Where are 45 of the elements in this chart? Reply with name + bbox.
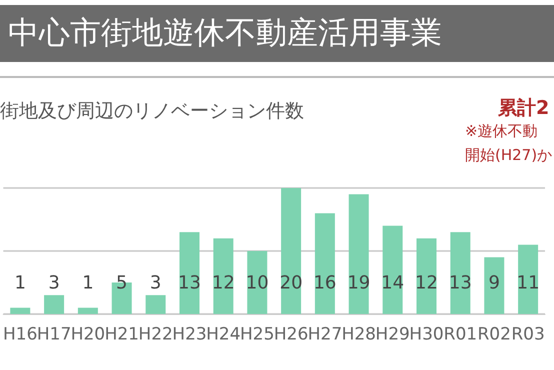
x-tick-label: R01 (444, 324, 478, 344)
chart-title: 中心市街地遊休不動産活用事業 (0, 5, 554, 62)
x-tick-label: H29 (375, 324, 410, 344)
text: ※遊休不動 (465, 122, 538, 141)
data-label: 12 (212, 272, 235, 294)
data-label: 3 (48, 272, 60, 294)
bar (348, 194, 369, 314)
x-tick-label: H17 (36, 324, 72, 344)
x-tick-label: H16 (2, 324, 38, 344)
data-label: 19 (347, 272, 370, 294)
x-tick-label: H27 (308, 324, 342, 344)
x-tick-label: H23 (172, 324, 207, 344)
bar (179, 232, 200, 314)
data-label: 9 (488, 272, 500, 294)
data-label: 1 (82, 272, 94, 294)
x-tick-label: H25 (240, 324, 274, 344)
bar (78, 308, 98, 314)
data-label: 12 (415, 272, 438, 294)
data-label: 1 (14, 272, 26, 294)
data-label: 13 (448, 272, 472, 294)
x-tick-label: H26 (274, 324, 308, 344)
bar (484, 257, 504, 314)
bar (247, 251, 268, 314)
x-tick-label: H30 (409, 324, 444, 344)
x-tick-label: H21 (104, 324, 139, 344)
data-label: 11 (516, 272, 540, 294)
x-tick-label: H28 (342, 324, 376, 344)
chart-subtitle: 街地及び周辺のリノベーション件数 (0, 99, 304, 124)
bar (450, 232, 470, 314)
x-tick-label: R03 (511, 324, 545, 344)
bar (518, 244, 538, 314)
text: 累計2 (498, 96, 550, 121)
bar (416, 238, 436, 314)
x-tick-label: H24 (206, 324, 241, 344)
data-label: 13 (178, 272, 201, 294)
bar (44, 295, 64, 314)
bar (213, 238, 234, 314)
x-tick-label: R02 (477, 324, 511, 344)
bar (146, 295, 166, 314)
x-tick-label: H20 (70, 324, 106, 344)
data-label: 10 (246, 272, 269, 294)
data-label: 3 (150, 272, 162, 294)
text: 開始(H27)か (465, 146, 552, 165)
bar (10, 308, 30, 314)
x-tick-label: H22 (138, 324, 173, 344)
